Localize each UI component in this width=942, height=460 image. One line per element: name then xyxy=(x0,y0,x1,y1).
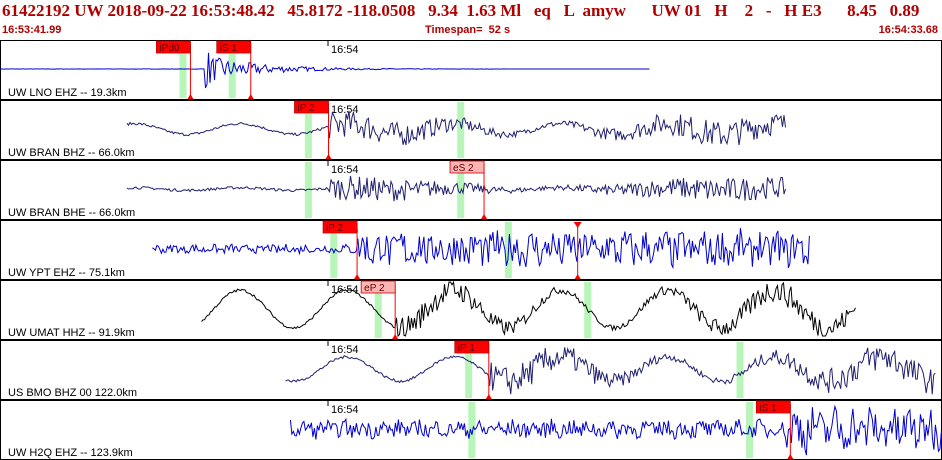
station-label: UW LNO EHZ -- 19.3km xyxy=(8,87,127,99)
phase-pick-triangle[interactable] xyxy=(573,222,582,228)
end-time-label: 16:54:33.68 xyxy=(878,24,938,36)
panel-frame xyxy=(0,40,942,100)
station-label: US BMO BHZ 00 122.0km xyxy=(8,387,137,399)
phase-pick-tag[interactable] xyxy=(294,100,329,114)
station-label: UW BRAN BHZ -- 66.0km xyxy=(8,147,135,159)
waveform-trace xyxy=(289,404,942,456)
phase-window xyxy=(746,402,754,458)
phase-window xyxy=(465,342,473,398)
minute-label: 16:54 xyxy=(331,44,359,56)
waveform-trace xyxy=(126,110,786,146)
phase-pick-tag[interactable] xyxy=(156,40,191,54)
phase-pick-label: iS 1 xyxy=(759,403,777,414)
phase-pick-foot xyxy=(485,394,492,399)
phase-pick-foot xyxy=(354,274,361,279)
phase-pick-foot xyxy=(787,454,794,459)
phase-window xyxy=(468,402,476,458)
event-summary-line: 61422192 UW 2018-09-22 16:53:48.42 45.81… xyxy=(2,1,920,20)
trace-panel[interactable]: 16:54 iP 1 US BMO BHZ 00 122.0km xyxy=(0,340,942,400)
waveform-trace xyxy=(0,52,650,89)
phase-pick-label: eS 2 xyxy=(453,163,474,174)
phase-pick-foot xyxy=(187,94,194,99)
phase-pick-label: iP 2 xyxy=(298,103,315,114)
start-time-label: 16:53:41.99 xyxy=(2,24,62,36)
phase-pick-tag[interactable] xyxy=(755,400,791,414)
phase-pick-foot xyxy=(325,154,332,159)
station-label: UW UMAT HHZ -- 91.9km xyxy=(8,327,135,339)
event-header: 61422192 UW 2018-09-22 16:53:48.42 45.81… xyxy=(0,0,942,40)
trace-panel[interactable]: 16:54 iP 2 UW BRAN BHZ -- 66.0km xyxy=(0,100,942,160)
phase-pick-tag[interactable] xyxy=(449,160,485,174)
waveform-trace xyxy=(285,347,936,395)
station-label: UW H2Q EHZ -- 123.9km xyxy=(8,447,133,459)
waveform-trace xyxy=(201,280,856,338)
phase-window xyxy=(330,222,338,278)
station-label: UW YPT EHZ -- 75.1km xyxy=(8,267,125,279)
phase-window xyxy=(457,102,465,158)
phase-pick-foot xyxy=(574,274,581,279)
phase-pick-label: iP 2 xyxy=(326,223,343,234)
trace-panel[interactable]: 16:54 eP 2UW UMAT HHZ -- 91.9km xyxy=(0,280,942,340)
phase-pick-label: iPd0 xyxy=(159,43,179,54)
trace-panel[interactable]: 16:54 iPd0 iS 1 UW LNO EHZ -- 19.3km xyxy=(0,40,942,100)
minute-label: 16:54 xyxy=(331,104,359,116)
phase-pick-label: iP 1 xyxy=(458,343,475,354)
trace-panel[interactable]: 16:54 eS 2 UW BRAN BHE -- 66.0km xyxy=(0,160,942,220)
waveform-trace xyxy=(126,175,786,202)
phase-pick-tag[interactable] xyxy=(216,40,252,54)
minute-label: 16:54 xyxy=(331,344,359,356)
phase-pick-foot xyxy=(392,334,399,339)
phase-window xyxy=(304,102,312,158)
phase-pick-label: iS 1 xyxy=(220,43,238,54)
timespan-label: Timespan= 52 s xyxy=(425,24,511,36)
phase-pick-label: eP 2 xyxy=(364,283,385,294)
phase-window xyxy=(304,162,312,218)
panel-frame xyxy=(0,280,942,340)
minute-label: 16:54 xyxy=(331,404,359,416)
phase-pick-tag[interactable] xyxy=(322,220,358,234)
panel-frame xyxy=(0,220,942,280)
phase-pick-foot xyxy=(481,214,488,219)
station-label: UW BRAN BHE -- 66.0km xyxy=(8,207,135,219)
panel-frame xyxy=(0,100,942,160)
phase-window xyxy=(374,282,382,338)
phase-window xyxy=(179,42,187,98)
minute-label: 16:54 xyxy=(331,164,359,176)
phase-pick-tag[interactable] xyxy=(454,340,490,354)
seismogram-traces[interactable]: 16:54 iPd0 iS 1 UW LNO EHZ -- 19.3km 16:54 iP… xyxy=(0,40,942,460)
trace-panel[interactable]: 16:54 iS 1 UW H2Q EHZ -- 123.9km xyxy=(0,400,942,460)
phase-window xyxy=(736,342,744,398)
phase-pick-tag[interactable] xyxy=(360,280,396,294)
phase-pick-foot xyxy=(247,94,254,99)
waveform-trace xyxy=(152,228,810,270)
